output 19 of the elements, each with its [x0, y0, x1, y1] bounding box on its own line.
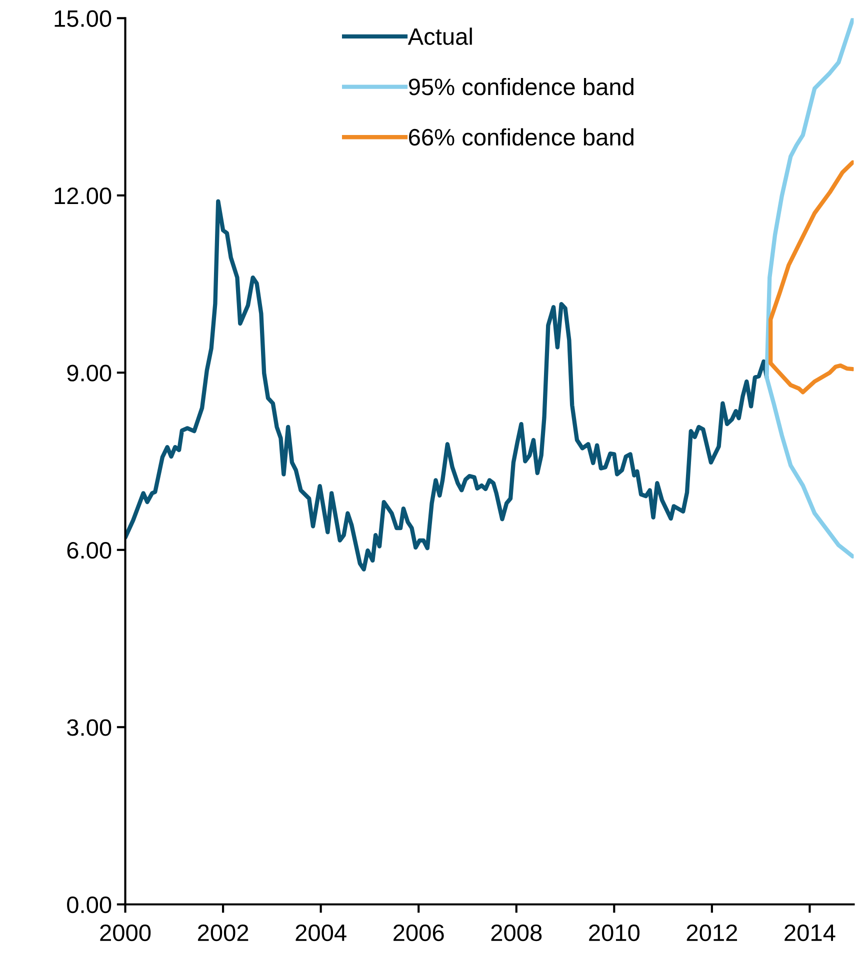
x-tick-label: 2008	[491, 924, 542, 942]
y-tick-label: 15.00	[54, 10, 112, 27]
y-tick-label: 12.00	[54, 187, 112, 204]
legend-label: 66% confidence band	[409, 128, 634, 146]
x-tick-label: 2006	[394, 924, 444, 942]
x-tick-label: 2014	[784, 924, 836, 942]
y-tick-label: 9.00	[67, 364, 112, 382]
x-tick-label: 2012	[686, 924, 738, 942]
x-tick-label: 2000	[100, 924, 151, 942]
y-tick-label: 3.00	[67, 719, 112, 736]
x-tick-label: 2010	[589, 924, 640, 942]
y-tick-label: 6.00	[67, 542, 112, 559]
legend-label: Actual	[408, 28, 472, 45]
x-tick-label: 2002	[198, 924, 248, 942]
legend-label: 95% confidence band	[408, 78, 634, 96]
x-tick-label: 2004	[296, 924, 346, 942]
line-series	[764, 18, 854, 558]
line-series	[768, 160, 854, 394]
y-tick-label: 0.00	[67, 896, 112, 914]
